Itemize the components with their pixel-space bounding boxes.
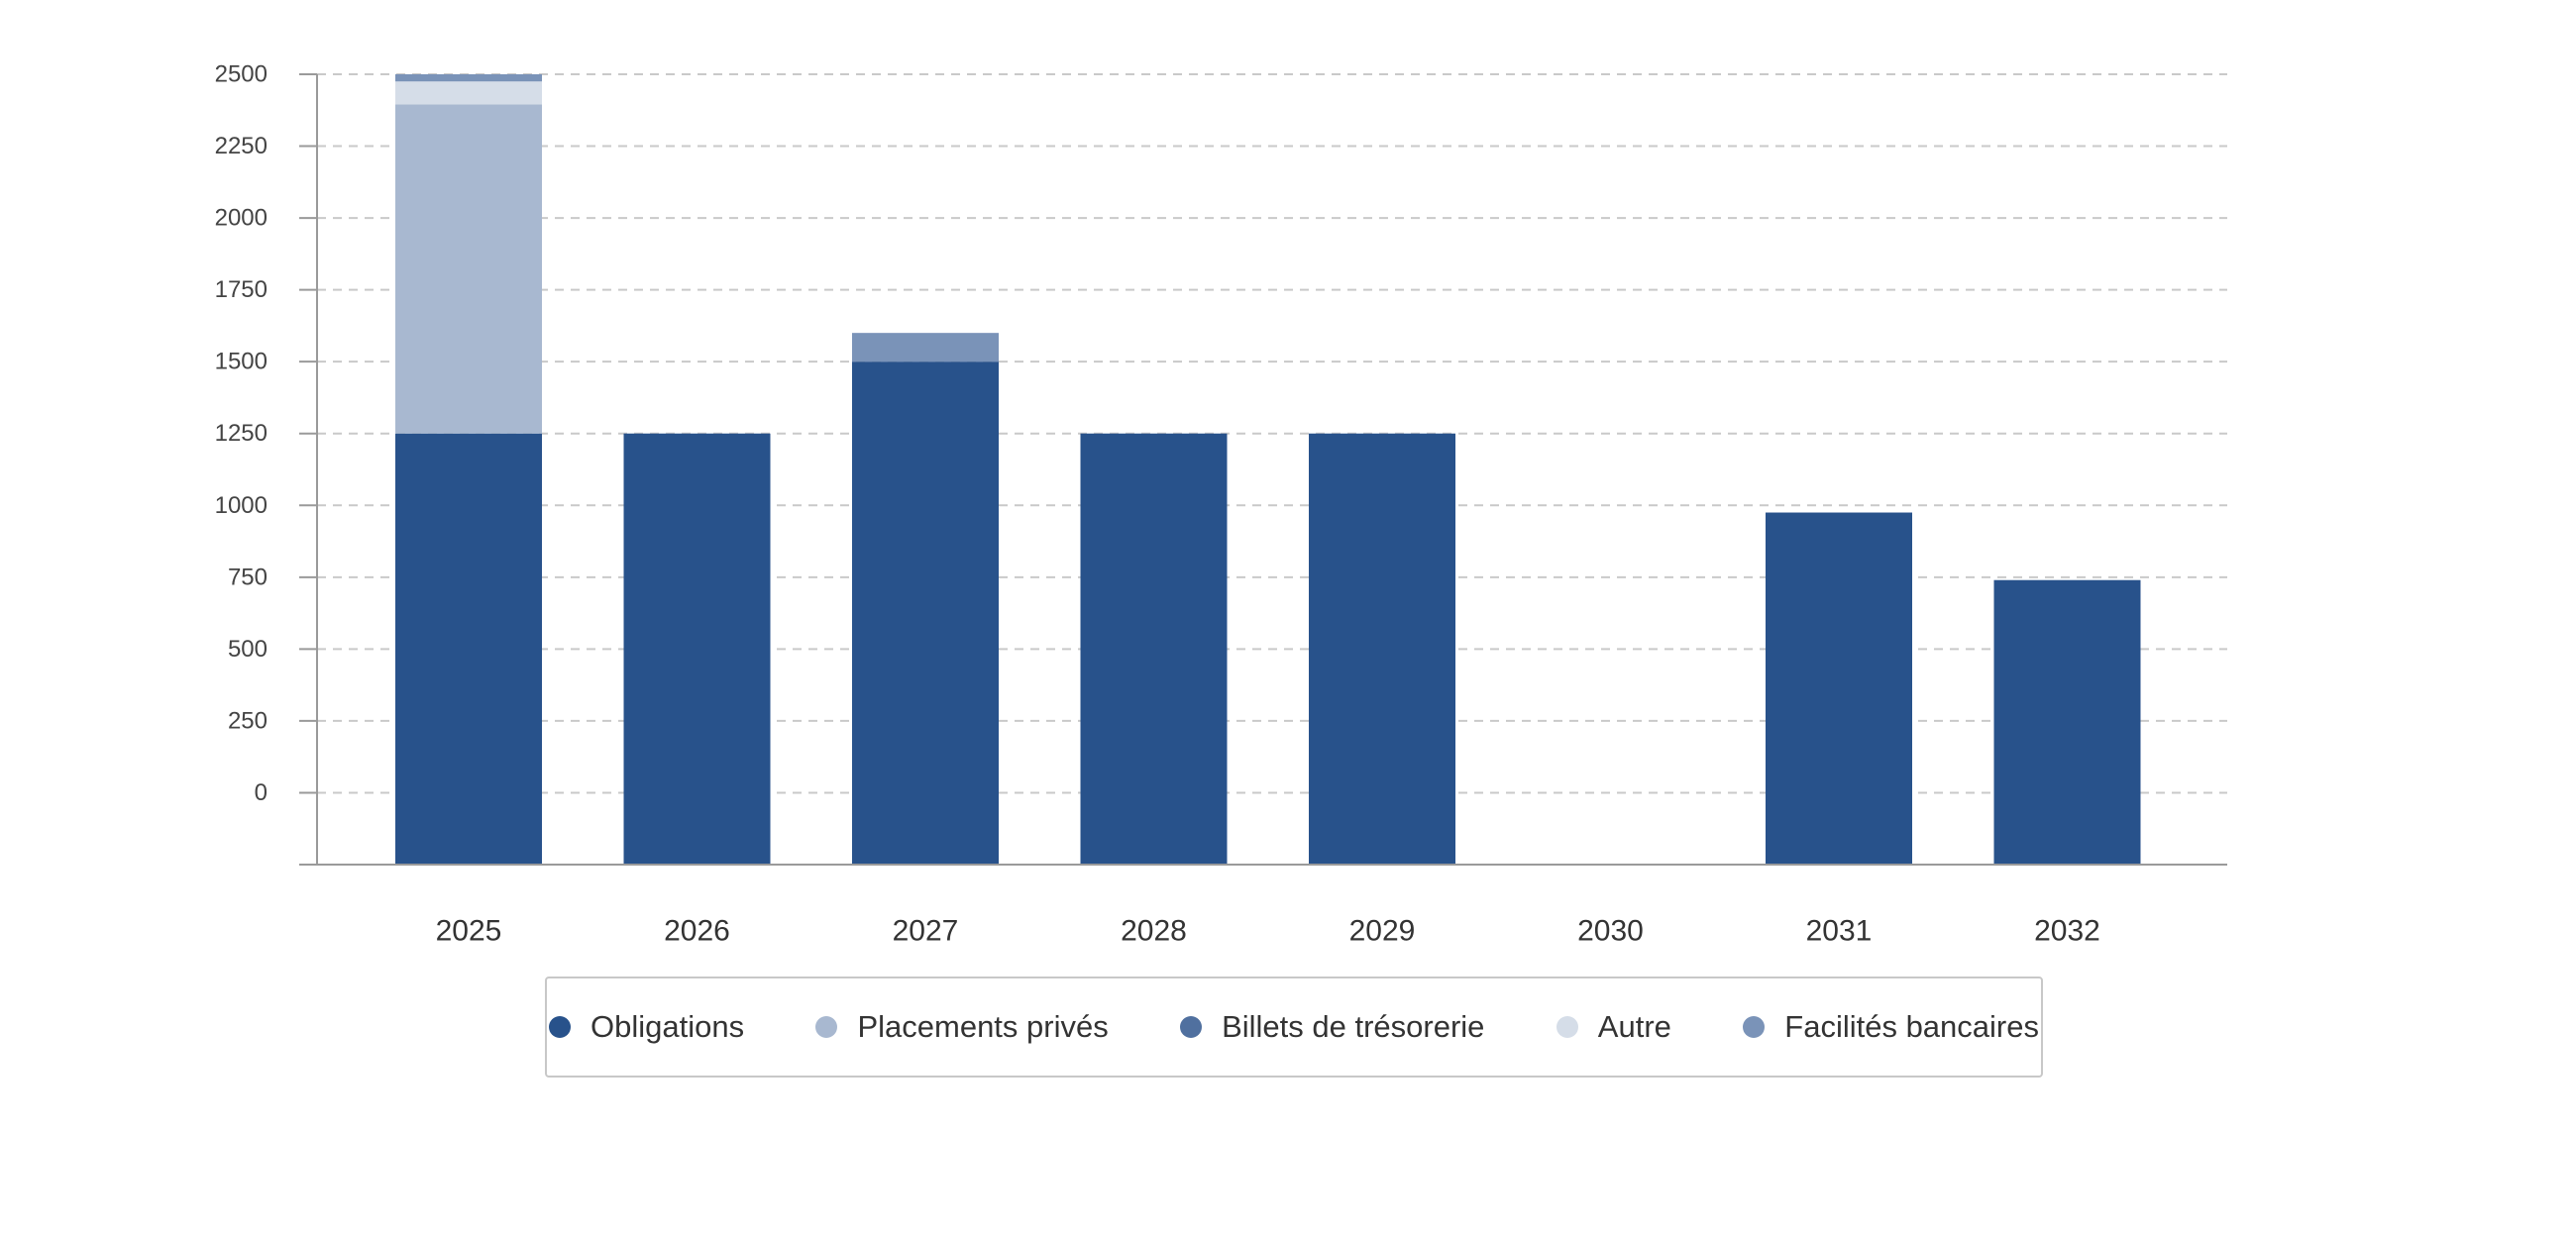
axis-layer	[299, 73, 2227, 866]
legend-label: Facilités bancaires	[1784, 1009, 2039, 1044]
bar-segment-obligations	[852, 361, 999, 865]
legend-swatch	[549, 1016, 571, 1038]
y-tick-label: 2250	[215, 133, 268, 159]
x-tick-label: 2032	[2034, 915, 2100, 948]
y-tick-label: 1000	[215, 492, 268, 519]
legend-item: Facilités bancaires	[1743, 978, 2039, 1076]
y-tick-label: 250	[228, 707, 268, 734]
legend-label: Obligations	[590, 1009, 745, 1044]
x-tick-label: 2025	[436, 915, 502, 948]
y-tick-label: 750	[228, 564, 268, 590]
y-tick-label: 1250	[215, 420, 268, 447]
x-tick-label: 2026	[664, 915, 730, 948]
y-tick-label: 1500	[215, 349, 268, 375]
legend-label: Billets de trésorerie	[1222, 1009, 1485, 1044]
legend-swatch	[815, 1016, 838, 1038]
legend-label: Placements privés	[857, 1009, 1109, 1044]
x-tick-label: 2029	[1349, 915, 1416, 948]
legend-item: Placements privés	[815, 978, 1109, 1076]
bar-segment-obligations	[1766, 512, 1912, 865]
x-tick-label: 2031	[1806, 915, 1873, 948]
bar-segment-obligations	[1080, 433, 1228, 865]
y-tick-label: 500	[228, 636, 268, 663]
legend-swatch	[1556, 1016, 1578, 1038]
bar-segment-autre	[395, 81, 542, 105]
y-tick-label: 1750	[215, 276, 268, 303]
x-tick-label: 2028	[1121, 915, 1187, 948]
legend-item: Autre	[1556, 978, 1671, 1076]
bar-segment-obligations	[1309, 433, 1455, 865]
bar-segment-obligations	[395, 433, 542, 865]
legend-label: Autre	[1597, 1009, 1671, 1044]
legend-swatch	[1180, 1016, 1203, 1038]
label-layer: 2500225020001750150012501000750500250020…	[215, 61, 2100, 948]
y-tick-label: 2500	[215, 61, 268, 88]
legend-swatch	[1743, 1016, 1766, 1038]
legend-item: Billets de trésorerie	[1180, 978, 1484, 1076]
bar-segment-obligations	[1993, 579, 2141, 865]
bar-segment-placements-priv-s	[395, 104, 542, 434]
x-tick-label: 2027	[893, 915, 959, 948]
bar-segment-facilit-s-bancaires	[852, 333, 999, 362]
chart-legend: Obligations Placements privés Billets de t…	[545, 977, 2043, 1078]
bar-layer	[395, 74, 2141, 865]
bar-segment-facilit-s-bancaires	[395, 74, 542, 82]
y-tick-label: 2000	[215, 205, 268, 232]
grid-layer	[317, 73, 2227, 794]
x-tick-label: 2030	[1577, 915, 1644, 948]
legend-item: Obligations	[549, 978, 744, 1076]
bar-segment-obligations	[623, 433, 771, 865]
y-tick-label: 0	[255, 779, 268, 806]
